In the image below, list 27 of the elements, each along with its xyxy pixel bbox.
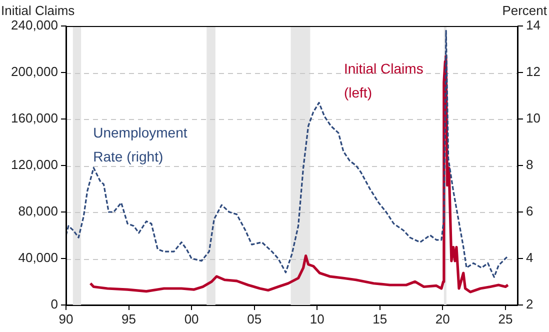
y-axis-title: Initial Claims (1, 3, 76, 18)
y2-axis-title: Percent (502, 3, 548, 18)
y-tick-label: 200,000 (11, 64, 58, 80)
x-tick-label: 20 (435, 311, 450, 326)
x-tick-label: 95 (122, 311, 136, 326)
y2-tick-label: 10 (526, 110, 540, 126)
y2-tick-label: 6 (526, 204, 534, 219)
y2-tick-label: 2 (526, 296, 534, 312)
y-tick-label: 160,000 (11, 110, 58, 126)
y2-tick-label: 4 (526, 250, 534, 266)
y-tick-label: 80,000 (18, 204, 58, 219)
x-tick-label: 90 (58, 311, 74, 326)
y2-tick-label: 14 (526, 18, 540, 33)
x-tick-label: 25 (498, 311, 513, 326)
series-label: Unemployment Rate (right) (93, 124, 188, 165)
line-series (66, 30, 509, 278)
y2-tick-label: 8 (526, 157, 534, 172)
y-tick-label: 40,000 (18, 250, 58, 266)
y-tick-label: 240,000 (11, 18, 58, 33)
y-tick-label: 0 (50, 296, 58, 312)
x-tick-label: 10 (310, 311, 324, 326)
x-tick-label: 05 (247, 311, 262, 326)
y2-tick-label: 12 (526, 64, 540, 80)
y-tick-label: 120,000 (11, 157, 58, 172)
x-tick-label: 15 (372, 311, 388, 326)
series-label: Initial Claims (left) (344, 60, 424, 100)
x-tick-label: 00 (184, 311, 199, 326)
